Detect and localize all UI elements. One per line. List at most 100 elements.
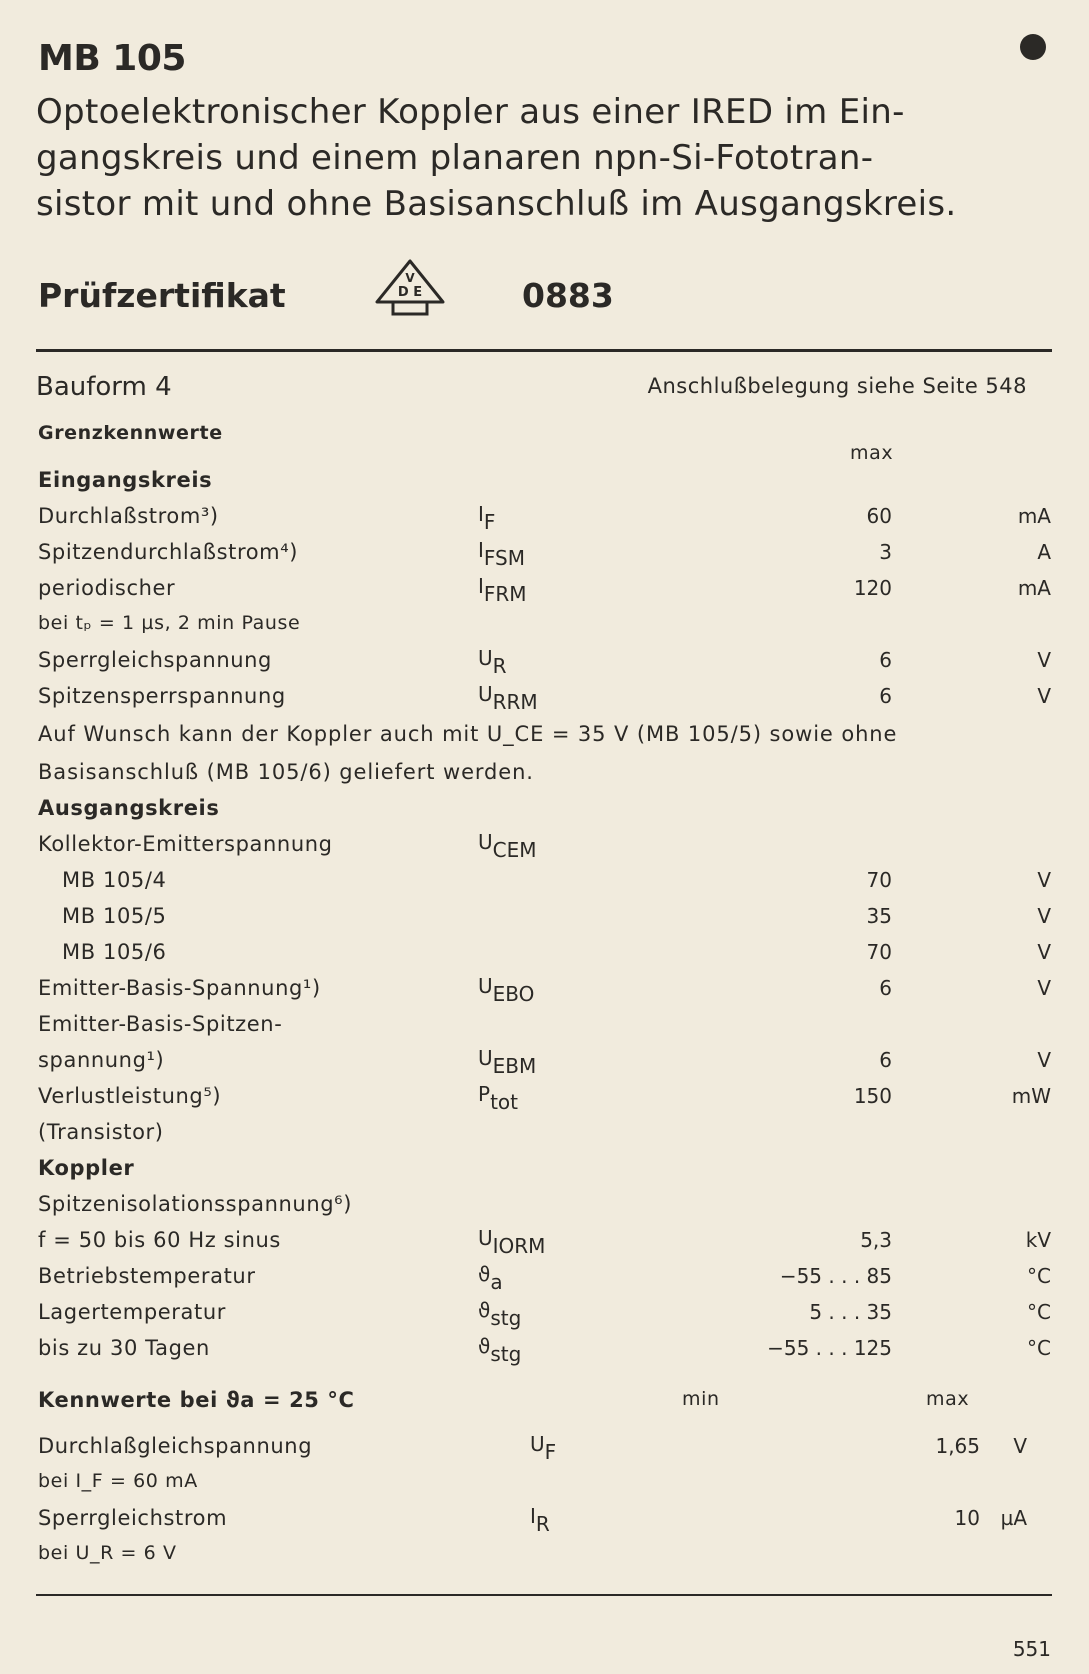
param-value: 6: [879, 648, 892, 672]
page-title: MB 105: [38, 38, 186, 79]
param-label: Sperrgleichspannung: [38, 648, 272, 672]
svg-text:D E: D E: [398, 285, 422, 300]
param-unit: mW: [1011, 1084, 1051, 1108]
symbol: ϑstg: [478, 1334, 522, 1366]
min-header: min: [682, 1388, 720, 1410]
param-label: f = 50 bis 60 Hz sinus: [38, 1228, 281, 1252]
param-max: 10: [954, 1506, 980, 1530]
param-value: 3: [879, 540, 892, 564]
param-label: Basisanschluß (MB 105/6) geliefert werde…: [38, 760, 534, 784]
param-unit: µA: [1000, 1506, 1027, 1530]
param-value: 35: [866, 904, 892, 928]
param-label: Emitter-Basis-Spannung¹): [38, 976, 321, 1000]
param-unit: V: [1037, 1048, 1051, 1072]
max-header: max: [926, 1388, 970, 1410]
param-value: 60: [866, 504, 892, 528]
dve-logo-icon: V D E: [375, 259, 445, 316]
param-unit: V: [1037, 648, 1051, 672]
param-label: Eingangskreis: [38, 468, 213, 492]
param-label: bei I_F = 60 mA: [38, 1470, 198, 1492]
param-max: 1,65: [935, 1434, 980, 1458]
svg-text:V: V: [405, 271, 415, 285]
param-label: periodischer: [38, 576, 176, 600]
symbol-subscript: FRM: [483, 582, 527, 606]
param-unit: mA: [1017, 504, 1051, 528]
param-unit: A: [1037, 540, 1051, 564]
param-label: Sperrgleichstrom: [38, 1506, 228, 1530]
section-heading-characteristics: Kennwerte bei ϑa = 25 °C: [38, 1388, 355, 1412]
symbol-subscript: a: [490, 1270, 503, 1294]
param-unit: V: [1037, 940, 1051, 964]
param-value: 120: [853, 576, 892, 600]
param-unit: °C: [1027, 1300, 1051, 1324]
symbol-subscript: F: [483, 510, 496, 534]
symbol: IF: [478, 502, 496, 534]
param-label: spannung¹): [38, 1048, 165, 1072]
symbol-subscript: IORM: [492, 1234, 546, 1258]
param-value: 6: [879, 1048, 892, 1072]
param-label: Betriebstemperatur: [38, 1264, 256, 1288]
param-label: Koppler: [38, 1156, 135, 1180]
param-label: bis zu 30 Tagen: [38, 1336, 210, 1360]
param-value: −55 . . . 85: [779, 1264, 892, 1288]
param-unit: V: [1037, 684, 1051, 708]
param-label: Verlustleistung⁵): [38, 1084, 222, 1108]
symbol: UIORM: [478, 1226, 546, 1258]
symbol: UEBO: [478, 974, 535, 1006]
description-line: sistor mit und ohne Basisanschluß im Aus…: [36, 184, 957, 224]
param-label: Lagertemperatur: [38, 1300, 226, 1324]
symbol-subscript: F: [544, 1440, 557, 1464]
symbol: IR: [530, 1504, 550, 1536]
param-unit: mA: [1017, 576, 1051, 600]
symbol-subscript: tot: [490, 1090, 518, 1114]
symbol: URRM: [478, 682, 538, 714]
param-value: 5 . . . 35: [809, 1300, 892, 1324]
param-label: Spitzendurchlaßstrom⁴): [38, 540, 299, 564]
param-label: MB 105/5: [62, 904, 167, 928]
param-unit: V: [1037, 976, 1051, 1000]
param-label: Spitzensperrspannung: [38, 684, 286, 708]
param-label: Durchlaßstrom³): [38, 504, 219, 528]
param-value: 70: [866, 868, 892, 892]
param-value: 70: [866, 940, 892, 964]
page-number: 551: [1012, 1637, 1051, 1661]
param-label: bei U_R = 6 V: [38, 1542, 177, 1564]
characteristics-heading: Kennwerte bei ϑa = 25 °C: [38, 1388, 355, 1412]
symbol: UR: [478, 646, 507, 678]
section-heading: Grenzkennwerte: [38, 422, 223, 444]
param-unit: V: [1037, 868, 1051, 892]
symbol: Ptot: [478, 1082, 518, 1114]
symbol: ϑa: [478, 1262, 503, 1294]
param-label: Ausgangskreis: [38, 796, 220, 820]
param-label: Durchlaßgleichspannung: [38, 1434, 313, 1458]
symbol-subscript: FSM: [483, 546, 526, 570]
param-label: (Transistor): [38, 1120, 164, 1144]
symbol: IFRM: [478, 574, 527, 606]
param-unit: V: [1037, 904, 1051, 928]
symbol-subscript: EBO: [492, 982, 535, 1006]
param-unit: °C: [1027, 1264, 1051, 1288]
symbol-subscript: R: [535, 1512, 550, 1536]
param-label: bei tₚ = 1 µs, 2 min Pause: [38, 612, 301, 634]
param-value: 6: [879, 684, 892, 708]
param-label: Kollektor-Emitterspannung: [38, 832, 333, 856]
symbol: IFSM: [478, 538, 526, 570]
divider: [36, 1594, 1052, 1596]
symbol-subscript: stg: [490, 1306, 522, 1330]
param-value: 150: [853, 1084, 892, 1108]
certificate-label: Prüfzertifikat: [38, 276, 286, 315]
param-unit: °C: [1027, 1336, 1051, 1360]
symbol-subscript: EBM: [492, 1054, 537, 1078]
description-line: Optoelektronischer Koppler aus einer IRE…: [36, 92, 905, 132]
param-unit: kV: [1025, 1228, 1051, 1252]
pinout-reference: Anschlußbelegung siehe Seite 548: [647, 374, 1027, 398]
symbol: ϑstg: [478, 1298, 522, 1330]
param-label: MB 105/6: [62, 940, 167, 964]
param-label: Spitzenisolationsspannung⁶): [38, 1192, 352, 1216]
bauform: Bauform 4: [36, 372, 172, 402]
description-line: gangskreis und einem planaren npn-Si-Fot…: [36, 138, 874, 178]
param-value: 6: [879, 976, 892, 1000]
max-header: max: [850, 442, 894, 464]
param-value: 5,3: [860, 1228, 892, 1252]
symbol: UEBM: [478, 1046, 537, 1078]
